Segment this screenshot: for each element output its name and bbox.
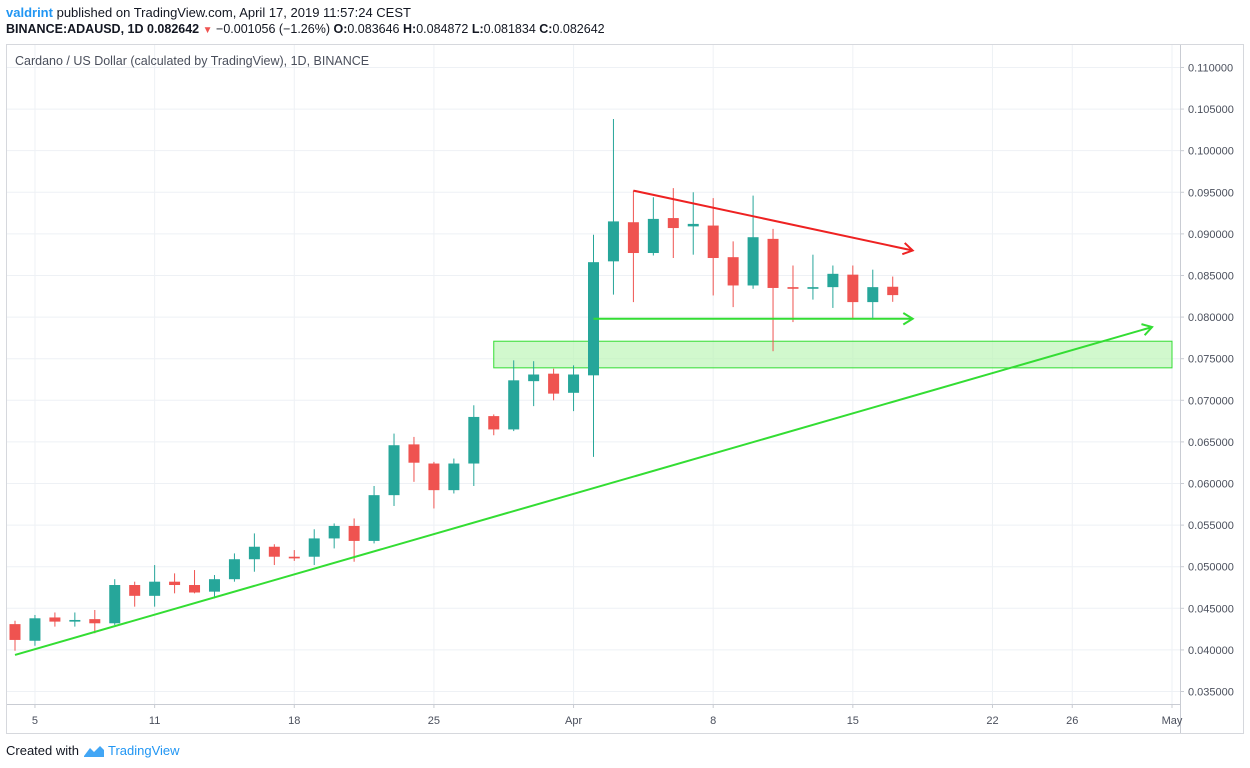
candle-body bbox=[89, 619, 101, 624]
candle-body bbox=[69, 619, 81, 622]
candle-body bbox=[807, 287, 819, 289]
candle-body bbox=[109, 585, 121, 624]
close-label: C: bbox=[539, 22, 553, 36]
candle-body bbox=[308, 538, 320, 557]
resistance-trend-line bbox=[633, 189, 913, 252]
high-label: H: bbox=[403, 22, 417, 36]
candle-body bbox=[827, 273, 839, 288]
candle-body bbox=[228, 559, 240, 580]
candle-body bbox=[727, 257, 739, 286]
candle-body bbox=[368, 495, 380, 541]
support-horizontal-line-arrow bbox=[902, 312, 915, 326]
candle-body bbox=[887, 286, 899, 296]
time-axis-label: 26 bbox=[1066, 715, 1078, 727]
candle-body bbox=[468, 416, 480, 464]
time-axis-label: May bbox=[1162, 715, 1183, 727]
low-label: L: bbox=[471, 22, 484, 36]
open-label: O: bbox=[333, 22, 348, 36]
candle-body bbox=[528, 374, 540, 382]
candle-body bbox=[548, 373, 560, 394]
candle-body bbox=[49, 617, 61, 622]
price-axis-label: 0.040000 bbox=[1188, 645, 1234, 657]
price-axis-label: 0.085000 bbox=[1188, 270, 1234, 282]
price-axis-label: 0.075000 bbox=[1188, 354, 1234, 366]
time-axis-label: Apr bbox=[565, 715, 582, 727]
candle-body bbox=[149, 581, 161, 596]
price-axis-label: 0.110000 bbox=[1188, 62, 1233, 74]
candle-body bbox=[388, 445, 400, 496]
candle-body bbox=[687, 223, 699, 227]
candle-body bbox=[568, 374, 580, 393]
price-axis-label: 0.090000 bbox=[1188, 229, 1234, 241]
candle-body bbox=[787, 287, 799, 289]
price-axis-label: 0.065000 bbox=[1188, 437, 1234, 449]
candle-body bbox=[348, 525, 360, 541]
quote-line: BINANCE:ADAUSD, 1D 0.082642 ▼ −0.001056 … bbox=[6, 22, 605, 36]
candle-body bbox=[488, 416, 500, 430]
price-axis-label: 0.105000 bbox=[1188, 104, 1234, 116]
price-change: −0.001056 (−1.26%) bbox=[216, 22, 330, 36]
publish-line: valdrint published on TradingView.com, A… bbox=[6, 5, 411, 20]
price-axis-label: 0.050000 bbox=[1188, 562, 1234, 574]
published-text: published on TradingView.com, April 17, … bbox=[56, 5, 411, 20]
candle-body bbox=[867, 287, 879, 303]
time-axis-label: 18 bbox=[288, 715, 300, 727]
candle-body bbox=[29, 618, 41, 641]
time-axis-label: 25 bbox=[428, 715, 440, 727]
created-with-label: Created with bbox=[6, 743, 79, 758]
candle-body bbox=[408, 444, 420, 463]
candle-body bbox=[169, 581, 181, 586]
price-axis-label: 0.055000 bbox=[1188, 520, 1234, 532]
candlestick-chart[interactable]: Cardano / US Dollar (calculated by Tradi… bbox=[7, 45, 1243, 733]
candle-body bbox=[847, 274, 859, 303]
time-axis-label: 11 bbox=[149, 715, 160, 727]
support-trend-line bbox=[14, 326, 1153, 656]
candle-body bbox=[129, 585, 141, 596]
candle-body bbox=[288, 556, 300, 559]
support-trend-line-arrow bbox=[1141, 323, 1154, 336]
chart-container[interactable]: Cardano / US Dollar (calculated by Tradi… bbox=[6, 44, 1244, 734]
candle-body bbox=[9, 624, 21, 640]
author-link[interactable]: valdrint bbox=[6, 5, 53, 20]
candle-body bbox=[767, 238, 779, 288]
candle-body bbox=[208, 579, 220, 592]
tradingview-brand-link[interactable]: TradingView bbox=[107, 743, 180, 758]
candle-body bbox=[268, 546, 280, 557]
chart-title: Cardano / US Dollar (calculated by Tradi… bbox=[15, 54, 369, 68]
last-price: 0.082642 bbox=[147, 22, 200, 36]
candle-body bbox=[448, 463, 460, 491]
candle-body bbox=[508, 380, 520, 430]
candle-body bbox=[607, 221, 619, 262]
candle-body bbox=[627, 222, 639, 254]
candle-body bbox=[647, 218, 659, 254]
down-arrow-icon: ▼ bbox=[202, 25, 213, 36]
low-value: 0.081834 bbox=[483, 22, 536, 36]
tradingview-logo-icon bbox=[83, 745, 104, 757]
resistance-trend-line-arrow bbox=[901, 242, 915, 256]
close-value: 0.082642 bbox=[552, 22, 605, 36]
symbol-label: BINANCE:ADAUSD, 1D bbox=[6, 22, 144, 36]
price-axis-label: 0.070000 bbox=[1188, 395, 1234, 407]
candle-body bbox=[428, 463, 440, 491]
candle-body bbox=[707, 225, 719, 259]
time-axis-label: 8 bbox=[710, 715, 716, 727]
price-axis-label: 0.060000 bbox=[1188, 479, 1234, 491]
price-axis-label: 0.035000 bbox=[1188, 687, 1234, 699]
price-axis-label: 0.100000 bbox=[1188, 146, 1234, 158]
footer: Created with TradingView bbox=[6, 743, 180, 758]
price-axis-label: 0.080000 bbox=[1188, 312, 1234, 324]
price-axis-label: 0.095000 bbox=[1188, 187, 1234, 199]
open-value: 0.083646 bbox=[347, 22, 400, 36]
candle-body bbox=[248, 546, 260, 560]
candle-body bbox=[747, 237, 759, 286]
candle-body bbox=[328, 525, 340, 539]
candle-body bbox=[667, 218, 679, 229]
time-axis-label: 15 bbox=[847, 715, 859, 727]
high-value: 0.084872 bbox=[416, 22, 469, 36]
price-axis-label: 0.045000 bbox=[1188, 603, 1234, 615]
time-axis-label: 22 bbox=[986, 715, 998, 727]
time-axis-label: 5 bbox=[32, 715, 38, 727]
candle-body bbox=[189, 585, 201, 593]
